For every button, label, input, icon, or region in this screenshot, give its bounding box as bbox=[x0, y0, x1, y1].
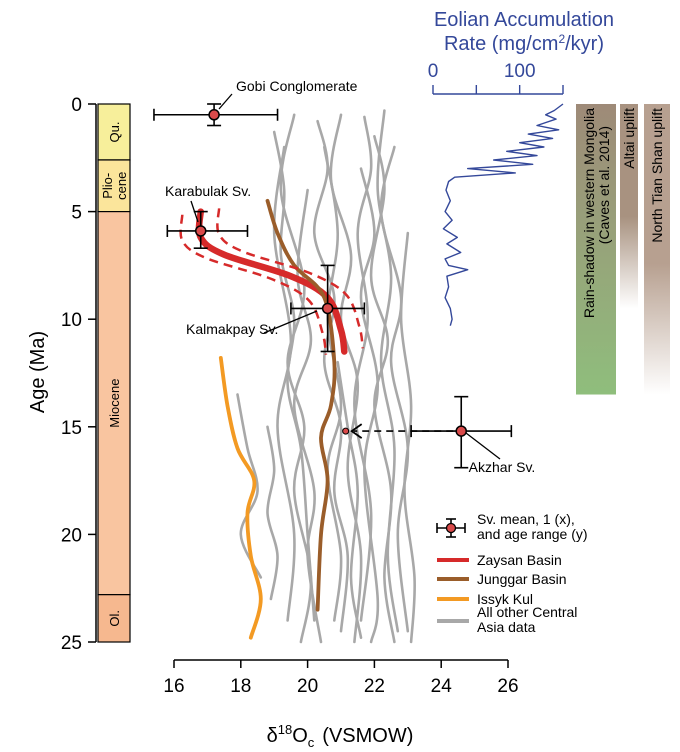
mean-1 bbox=[166, 210, 249, 249]
y-axis: 0 5 10 15 20 25 bbox=[61, 95, 97, 654]
x-tick-label-5: 26 bbox=[497, 676, 518, 697]
y-tick-label-5: 25 bbox=[61, 633, 82, 654]
event-bars: Rain-shadow in western Mongolia(Caves et… bbox=[576, 104, 670, 395]
annotation-leader-3 bbox=[465, 432, 501, 460]
y-tick-label-4: 20 bbox=[61, 525, 82, 546]
epoch-box-0 bbox=[97, 103, 131, 161]
annotations: Gobi Conglomerate Karabulak Sv. Kalmakpay … bbox=[165, 78, 535, 475]
eolian-title-line1: Eolian Accumulation bbox=[434, 9, 614, 31]
y-tick-label-1: 5 bbox=[71, 203, 82, 224]
x-tick-label-1: 18 bbox=[230, 676, 251, 697]
annotation-label-0: Gobi Conglomerate bbox=[236, 78, 358, 94]
epoch-column: Qu. Plio-cene Miocene Ol. bbox=[97, 103, 131, 643]
eolian-line bbox=[442, 103, 564, 326]
annotation-label-3: Akzhar Sv. bbox=[469, 459, 536, 475]
gray-line-10 bbox=[376, 109, 400, 633]
zaysan-envelope-right bbox=[216, 208, 364, 349]
legend-label-4-line2: Asia data bbox=[477, 619, 536, 635]
series-line-junggar-basin bbox=[265, 198, 337, 612]
gray-line-1 bbox=[312, 119, 350, 633]
epoch-label-2: Miocene bbox=[107, 379, 122, 428]
gray-series bbox=[236, 109, 416, 644]
epoch-box-3 bbox=[97, 594, 131, 643]
gray-line-13 bbox=[266, 425, 279, 601]
gray-line-9 bbox=[323, 145, 343, 622]
section-means bbox=[153, 103, 513, 469]
y-axis-title: Age (Ma) bbox=[27, 331, 49, 413]
zaysan-envelope bbox=[179, 208, 364, 355]
annotation-leader-0 bbox=[218, 93, 233, 110]
legend-label-4-line1: All other Central bbox=[477, 604, 577, 620]
mean-0-point bbox=[208, 109, 220, 121]
x-tick-label-3: 22 bbox=[364, 676, 385, 697]
gray-line-3 bbox=[369, 135, 396, 644]
eolian-title-line2: Rate (mg/cm2/kyr) bbox=[444, 32, 604, 55]
epoch-label-0: Qu. bbox=[107, 121, 122, 142]
x-axis-title: δ18Oc (VSMOW) bbox=[267, 722, 414, 750]
legend-label-0-line1: Sv. mean, 1 (x), bbox=[477, 511, 575, 527]
annotation-leader-2 bbox=[263, 310, 318, 334]
mean-0 bbox=[153, 103, 279, 127]
legend-label-3: Issyk Kul bbox=[477, 591, 533, 607]
gray-line-8 bbox=[359, 167, 380, 644]
event-bar-2 bbox=[644, 104, 670, 395]
eolian-tick-label-0: 0 bbox=[428, 61, 439, 82]
legend-label-1: Zaysan Basin bbox=[477, 552, 562, 568]
mean-2-point bbox=[321, 302, 334, 315]
legend-label-0-line2: and age range (y) bbox=[477, 526, 588, 542]
mean-1-point bbox=[194, 225, 207, 237]
epoch-label-1: Plio-cene bbox=[100, 172, 129, 200]
legend-errorbar-point bbox=[445, 522, 457, 534]
zaysan-envelope-left bbox=[179, 214, 328, 355]
y-tick-label-3: 15 bbox=[61, 418, 82, 439]
y-tick-label-0: 0 bbox=[71, 95, 82, 116]
epoch-box-1 bbox=[97, 159, 131, 213]
eolian-panel: Eolian Accumulation Rate (mg/cm2/kyr) 0 1… bbox=[428, 9, 614, 326]
x-tick-label-4: 24 bbox=[431, 676, 453, 697]
y-tick-label-2: 10 bbox=[61, 310, 82, 331]
event-bar-label-0: Rain-shadow in western Mongolia(Caves et… bbox=[581, 108, 612, 318]
annotation-leader-1 bbox=[190, 200, 199, 223]
epoch-box-2 bbox=[97, 211, 131, 596]
legend-label-2: Junggar Basin bbox=[477, 571, 567, 587]
x-tick-label-0: 16 bbox=[163, 676, 184, 697]
epoch-label-3: Ol. bbox=[107, 610, 122, 627]
gray-line-11 bbox=[399, 231, 416, 644]
gray-line-6 bbox=[292, 188, 323, 644]
mean-2 bbox=[290, 264, 366, 353]
event-bar-1 bbox=[620, 104, 638, 309]
gray-line-14 bbox=[336, 360, 363, 639]
colored-series bbox=[195, 198, 348, 640]
series-line-issyk-kul bbox=[218, 356, 263, 640]
annotation-label-1: Karabulak Sv. bbox=[165, 183, 251, 199]
annotation-label-2: Kalmakpay Sv. bbox=[186, 321, 278, 337]
mean-3 bbox=[410, 395, 513, 469]
event-bar-label-2: North Tian Shan uplift bbox=[649, 108, 665, 243]
legend: Sv. mean, 1 (x),and age range (y) Zaysan … bbox=[436, 511, 588, 635]
mean-3-point bbox=[455, 425, 467, 437]
eolian-tick-label-1: 100 bbox=[504, 61, 536, 82]
akzhar-arrow-head bbox=[350, 423, 363, 439]
x-axis: 16 18 20 22 24 26 bbox=[163, 659, 519, 697]
akzhar-corrected-point bbox=[342, 427, 350, 435]
event-bar-0 bbox=[576, 104, 616, 395]
event-bar-label-1: Altai uplift bbox=[621, 108, 637, 169]
x-tick-label-2: 20 bbox=[297, 676, 318, 697]
gray-line-15 bbox=[236, 393, 263, 579]
